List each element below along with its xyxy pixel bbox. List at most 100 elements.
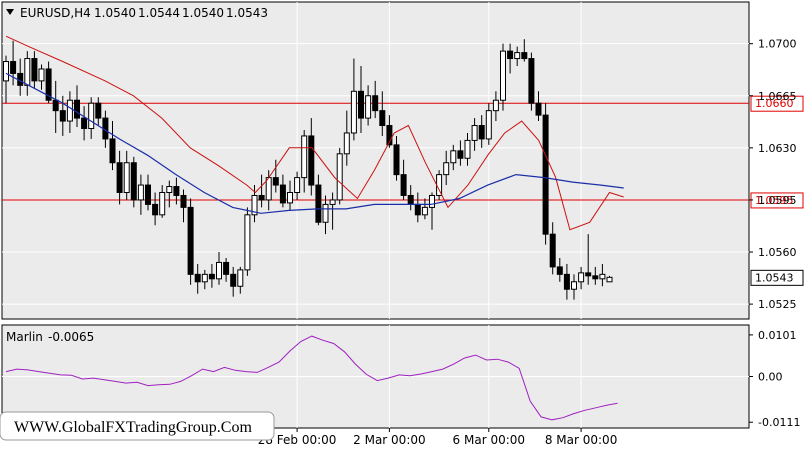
candle-body: [251, 194, 258, 216]
candle-body: [358, 90, 364, 119]
candle-body: [379, 110, 386, 127]
candle-body: [549, 233, 556, 268]
level-label-box: [750, 95, 804, 112]
candle-body: [24, 58, 31, 86]
candle-body: [3, 61, 9, 82]
candle-body: [159, 191, 166, 216]
candle-body: [301, 135, 308, 179]
indicator-tick-label: 0.0101: [758, 329, 797, 342]
candle-body: [393, 144, 400, 176]
level-label: 1.0660: [755, 97, 794, 110]
candle-body: [478, 125, 485, 140]
candle-body: [414, 203, 421, 216]
candle-body: [386, 125, 393, 146]
candle-body: [343, 132, 350, 155]
candle-body: [230, 273, 237, 287]
oscillator-line: [5, 335, 618, 421]
candle-body: [542, 114, 549, 235]
candle-body: [500, 50, 506, 101]
indicator-name: Marlin: [6, 330, 43, 344]
candle-body: [45, 68, 52, 101]
candle-body: [606, 276, 613, 283]
candle-body: [578, 272, 585, 283]
candle-body: [471, 125, 478, 141]
candle-body: [201, 273, 208, 283]
candle-body: [443, 162, 450, 176]
candle-body: [173, 186, 180, 196]
price-tick-label: 1.0595: [758, 194, 797, 207]
candle-body: [216, 261, 222, 280]
watermark-box: [0, 411, 275, 441]
candle-body: [130, 162, 137, 201]
candle-body: [109, 138, 116, 164]
current-price-box: [750, 269, 804, 286]
ma-fast-line: [5, 35, 624, 231]
triangle-down-icon[interactable]: [6, 9, 14, 15]
time-label: 8 Mar 00:00: [545, 433, 618, 447]
candle-body: [74, 99, 80, 119]
candle-body: [350, 90, 357, 134]
candle-body: [81, 117, 88, 130]
candle-body: [308, 135, 315, 186]
candle-body: [421, 206, 428, 216]
candle-body: [556, 266, 563, 275]
price-tick-label: 1.0560: [758, 246, 797, 259]
candle-body: [507, 50, 514, 60]
moving-averages: [5, 35, 624, 231]
candle-body: [287, 191, 293, 204]
candle-body: [294, 177, 301, 193]
ma-slow-line: [5, 72, 624, 214]
candle-body: [315, 184, 322, 223]
candle-body: [279, 184, 286, 204]
candle-body: [116, 162, 123, 193]
candle-body: [52, 99, 59, 112]
level-label: 1.0595: [755, 194, 794, 207]
candle-body: [123, 162, 130, 193]
candle-body: [272, 177, 279, 186]
oscillator: [5, 335, 618, 421]
candle-body: [322, 203, 329, 223]
candle-body: [492, 99, 499, 112]
candle-body: [528, 58, 535, 104]
symbol-label: EURUSD,H4: [20, 6, 91, 20]
price-tick-label: 1.0525: [758, 298, 797, 311]
candle-body: [329, 199, 336, 205]
candle-body: [244, 214, 251, 271]
time-label: 28 Feb 00:00: [258, 433, 337, 447]
candle-body: [258, 194, 265, 201]
candle-body: [145, 184, 151, 205]
candle-body: [521, 52, 528, 60]
candle-body: [31, 58, 38, 82]
candle-body: [407, 194, 414, 205]
candle-body: [10, 61, 17, 74]
indicator-tick-label: -0.0111: [758, 416, 800, 429]
candle-body: [457, 150, 464, 159]
low-value: 1.0540: [182, 6, 224, 20]
candle-body: [429, 194, 435, 208]
candle-body: [365, 95, 372, 119]
candle-body: [400, 174, 407, 196]
candle-body: [336, 153, 343, 201]
candle-body: [514, 52, 521, 60]
time-label: 2 Mar 00:00: [353, 433, 426, 447]
grid: [2, 2, 749, 428]
watermark-text: WWW.GlobalFXTradingGroup.Com: [14, 419, 252, 436]
price-tick-label: 1.0630: [758, 142, 797, 155]
time-label: 6 Mar 00:00: [453, 433, 526, 447]
candle-body: [599, 273, 606, 280]
candle-body: [180, 194, 187, 208]
candle-body: [592, 275, 599, 280]
indicator-tick-label: 0.00: [758, 371, 783, 384]
candle-body: [372, 95, 379, 112]
candle-body: [59, 110, 66, 122]
candle-body: [585, 272, 592, 277]
candle-body: [450, 150, 457, 164]
candle-body: [223, 261, 230, 275]
high-value: 1.0544: [138, 6, 180, 20]
candle-body: [88, 102, 95, 130]
candles: [3, 39, 613, 300]
watermark: WWW.GlobalFXTradingGroup.Com: [0, 411, 275, 441]
price-tick-label: 1.0665: [758, 90, 797, 103]
